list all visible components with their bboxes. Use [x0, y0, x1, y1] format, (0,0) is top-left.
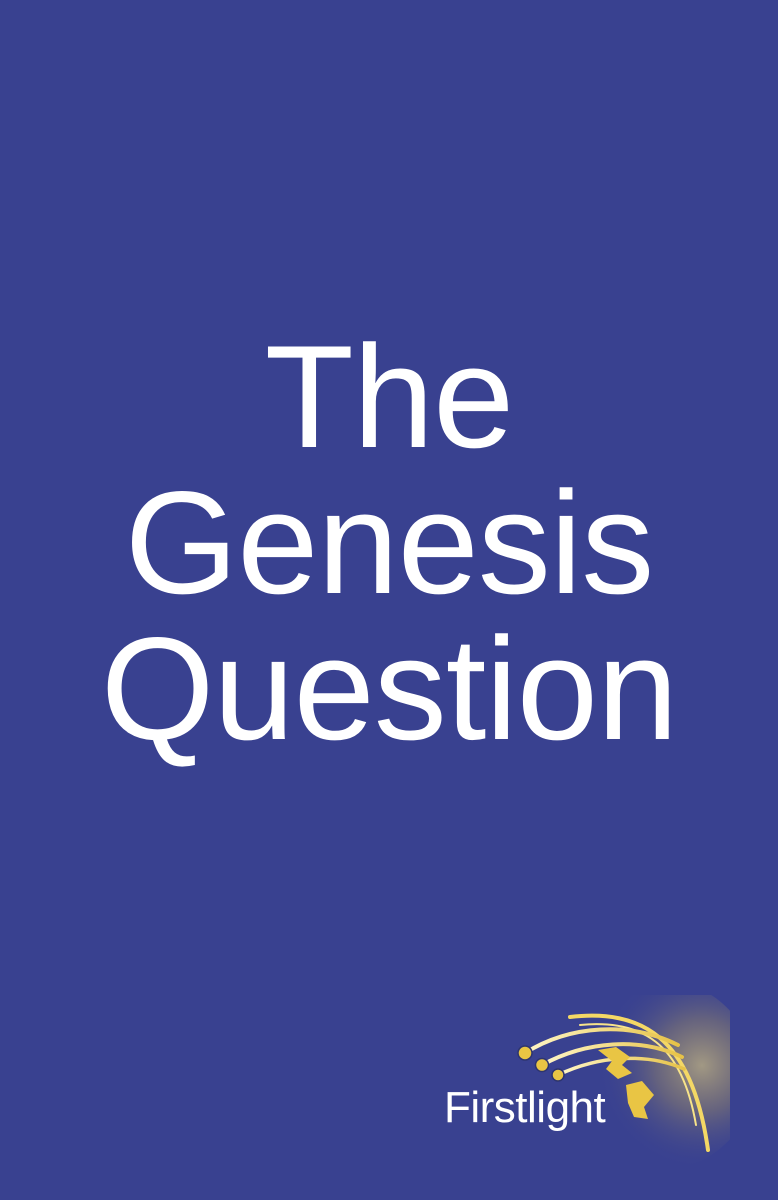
title-line-1: The	[264, 315, 515, 478]
title-line-3: Question	[100, 607, 678, 770]
cover-title: The Genesis Question	[0, 324, 778, 762]
comet-rays-icon	[517, 995, 730, 1170]
publisher-wordmark: Firstlight	[444, 1083, 606, 1132]
title-line-2: Genesis	[124, 461, 655, 624]
publisher-logo: Firstlight	[430, 995, 730, 1175]
